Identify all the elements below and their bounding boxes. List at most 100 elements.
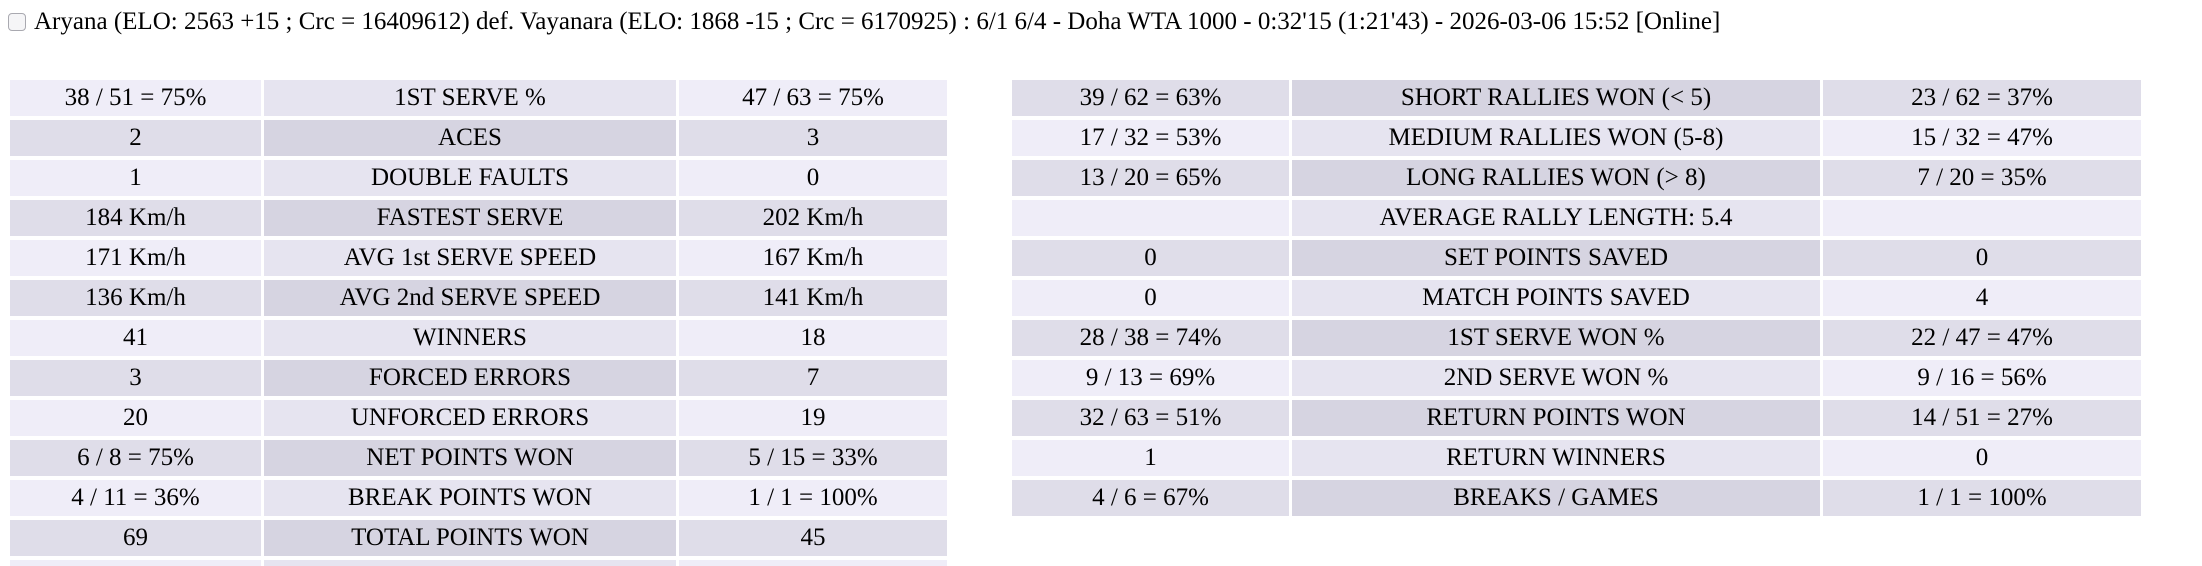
stat-value-p1: 6 / 8 = 75% xyxy=(10,440,261,476)
stat-label: MEDIUM RALLIES WON (5-8) xyxy=(1292,120,1820,156)
stat-label: LONG RALLIES WON (> 8) xyxy=(1292,160,1820,196)
stat-row: 1 RETURN WINNERS 0 xyxy=(1012,440,2141,476)
stat-row: 39 / 62 = 63% SHORT RALLIES WON (< 5) 23… xyxy=(1012,80,2141,116)
stat-value-p2: 1 / 1 = 100% xyxy=(1823,480,2141,516)
stat-row: 9 / 13 = 69% 2ND SERVE WON % 9 / 16 = 56… xyxy=(1012,360,2141,396)
stat-value-p2: 0 xyxy=(1823,240,2141,276)
stat-row: 41 WINNERS 18 xyxy=(10,320,947,356)
stat-label: FASTEST SERVE xyxy=(264,200,676,236)
stat-value-p2: 0 xyxy=(679,160,947,196)
stat-label: 1ST SERVE % xyxy=(264,80,676,116)
stat-row: 38 / 51 = 75% 1ST SERVE % 47 / 63 = 75% xyxy=(10,80,947,116)
stat-value-p2: 141 Km/h xyxy=(679,280,947,316)
stat-row: 0 SET POINTS SAVED 0 xyxy=(1012,240,2141,276)
stat-row: 6 / 8 = 75% NET POINTS WON 5 / 15 = 33% xyxy=(10,440,947,476)
stat-row-partial xyxy=(10,560,947,566)
stat-value-p2: 1 / 1 = 100% xyxy=(679,480,947,516)
stat-value-p2: 15 / 32 = 47% xyxy=(1823,120,2141,156)
stat-row: 136 Km/h AVG 2nd SERVE SPEED 141 Km/h xyxy=(10,280,947,316)
stat-row: 28 / 38 = 74% 1ST SERVE WON % 22 / 47 = … xyxy=(1012,320,2141,356)
stat-row: 32 / 63 = 51% RETURN POINTS WON 14 / 51 … xyxy=(1012,400,2141,436)
stat-label: SET POINTS SAVED xyxy=(1292,240,1820,276)
stat-value-p1: 0 xyxy=(1012,280,1289,316)
stat-value-p1: 41 xyxy=(10,320,261,356)
stat-value-p2: 14 / 51 = 27% xyxy=(1823,400,2141,436)
stat-label: NET POINTS WON xyxy=(264,440,676,476)
stat-value-p2: 19 xyxy=(679,400,947,436)
stat-row: 0 MATCH POINTS SAVED 4 xyxy=(1012,280,2141,316)
stat-value-p2: 5 / 15 = 33% xyxy=(679,440,947,476)
stat-value-p2: 4 xyxy=(1823,280,2141,316)
stat-value-p1: 4 / 6 = 67% xyxy=(1012,480,1289,516)
stat-row: AVERAGE RALLY LENGTH: 5.4 xyxy=(1012,200,2141,236)
stat-label: WINNERS xyxy=(264,320,676,356)
stat-label: RETURN WINNERS xyxy=(1292,440,1820,476)
stat-row: 184 Km/h FASTEST SERVE 202 Km/h xyxy=(10,200,947,236)
stat-value-p2: 7 / 20 = 35% xyxy=(1823,160,2141,196)
stat-value-p1: 2 xyxy=(10,120,261,156)
stat-label: FORCED ERRORS xyxy=(264,360,676,396)
stat-value-p2: 0 xyxy=(1823,440,2141,476)
stat-value-p2: 45 xyxy=(679,520,947,556)
stat-label: 2ND SERVE WON % xyxy=(1292,360,1820,396)
stat-label: UNFORCED ERRORS xyxy=(264,400,676,436)
stat-label: TOTAL POINTS WON xyxy=(264,520,676,556)
stat-row: 17 / 32 = 53% MEDIUM RALLIES WON (5-8) 1… xyxy=(1012,120,2141,156)
stat-value-p1: 184 Km/h xyxy=(10,200,261,236)
stat-value-p1: 13 / 20 = 65% xyxy=(1012,160,1289,196)
stat-value-p1 xyxy=(1012,200,1289,236)
stat-value-p1: 1 xyxy=(10,160,261,196)
stat-row: 69 TOTAL POINTS WON 45 xyxy=(10,520,947,556)
stat-value-p1: 17 / 32 = 53% xyxy=(1012,120,1289,156)
stat-label: RETURN POINTS WON xyxy=(1292,400,1820,436)
stat-value-p1: 3 xyxy=(10,360,261,396)
rally-stats-table: 39 / 62 = 63% SHORT RALLIES WON (< 5) 23… xyxy=(1012,80,2141,520)
stat-value-p1: 171 Km/h xyxy=(10,240,261,276)
stat-label: BREAKS / GAMES xyxy=(1292,480,1820,516)
stat-value-p2: 47 / 63 = 75% xyxy=(679,80,947,116)
serve-stats-table: 38 / 51 = 75% 1ST SERVE % 47 / 63 = 75% … xyxy=(10,80,947,566)
stat-row: 3 FORCED ERRORS 7 xyxy=(10,360,947,396)
stat-value-p1: 0 xyxy=(1012,240,1289,276)
stat-value-p2: 167 Km/h xyxy=(679,240,947,276)
match-result-title: Aryana (ELO: 2563 +15 ; Crc = 16409612) … xyxy=(34,8,1721,35)
stat-label: MATCH POINTS SAVED xyxy=(1292,280,1820,316)
stat-row: 2 ACES 3 xyxy=(10,120,947,156)
stat-value-p2: 22 / 47 = 47% xyxy=(1823,320,2141,356)
stat-row: 20 UNFORCED ERRORS 19 xyxy=(10,400,947,436)
stat-value-p1: 38 / 51 = 75% xyxy=(10,80,261,116)
match-header: Aryana (ELO: 2563 +15 ; Crc = 16409612) … xyxy=(8,8,1720,36)
stat-value-p1: 39 / 62 = 63% xyxy=(1012,80,1289,116)
stat-label: 1ST SERVE WON % xyxy=(1292,320,1820,356)
stat-value-p2: 18 xyxy=(679,320,947,356)
stat-value-p1: 4 / 11 = 36% xyxy=(10,480,261,516)
stat-value-p2 xyxy=(679,560,947,566)
stat-value-p1: 28 / 38 = 74% xyxy=(1012,320,1289,356)
stat-label: SHORT RALLIES WON (< 5) xyxy=(1292,80,1820,116)
stat-value-p2: 3 xyxy=(679,120,947,156)
stat-row: 4 / 6 = 67% BREAKS / GAMES 1 / 1 = 100% xyxy=(1012,480,2141,516)
stat-row: 171 Km/h AVG 1st SERVE SPEED 167 Km/h xyxy=(10,240,947,276)
stat-value-p1: 20 xyxy=(10,400,261,436)
match-select-checkbox[interactable] xyxy=(8,13,26,31)
stat-label: AVERAGE RALLY LENGTH: 5.4 xyxy=(1292,200,1820,236)
stat-label: ACES xyxy=(264,120,676,156)
stat-row: 13 / 20 = 65% LONG RALLIES WON (> 8) 7 /… xyxy=(1012,160,2141,196)
stat-label: AVG 2nd SERVE SPEED xyxy=(264,280,676,316)
stat-label xyxy=(264,560,676,566)
stat-row: 4 / 11 = 36% BREAK POINTS WON 1 / 1 = 10… xyxy=(10,480,947,516)
stat-value-p2 xyxy=(1823,200,2141,236)
stat-value-p1: 69 xyxy=(10,520,261,556)
stat-value-p1: 1 xyxy=(1012,440,1289,476)
stat-value-p1: 136 Km/h xyxy=(10,280,261,316)
stat-label: AVG 1st SERVE SPEED xyxy=(264,240,676,276)
stat-value-p2: 7 xyxy=(679,360,947,396)
stat-value-p1: 32 / 63 = 51% xyxy=(1012,400,1289,436)
stat-value-p2: 9 / 16 = 56% xyxy=(1823,360,2141,396)
stat-label: BREAK POINTS WON xyxy=(264,480,676,516)
stat-value-p1: 9 / 13 = 69% xyxy=(1012,360,1289,396)
stat-value-p2: 23 / 62 = 37% xyxy=(1823,80,2141,116)
stat-label: DOUBLE FAULTS xyxy=(264,160,676,196)
stat-value-p2: 202 Km/h xyxy=(679,200,947,236)
stat-row: 1 DOUBLE FAULTS 0 xyxy=(10,160,947,196)
